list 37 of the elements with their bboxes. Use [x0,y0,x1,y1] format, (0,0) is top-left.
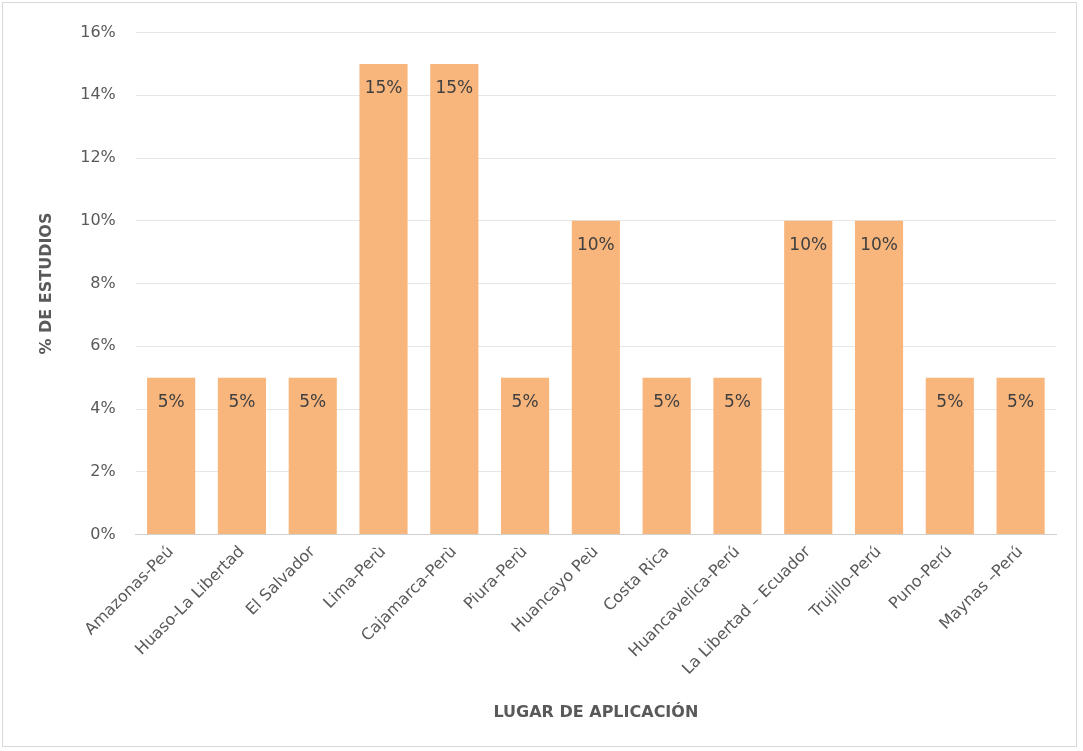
data-label: 5% [157,390,185,411]
bar [288,377,337,535]
bar [359,63,408,535]
y-tick-label: 14% [80,84,116,104]
bar [501,377,550,535]
data-label: 15% [364,76,403,97]
data-label: 10% [576,233,615,254]
bar [217,377,267,535]
bar [147,377,196,535]
y-tick-label: 4% [90,398,116,418]
x-axis-title: LUGAR DE APLICACIÓN [493,701,699,721]
bar [642,377,691,535]
data-label: 5% [653,390,681,411]
bar [925,377,974,535]
bar [713,377,762,535]
y-tick-label: 0% [90,523,116,543]
y-tick-label: 2% [90,460,116,480]
y-tick-label: 6% [90,335,116,355]
bar [784,220,833,535]
data-label: 5% [1007,390,1035,411]
data-label: 15% [435,76,474,97]
data-label: 10% [789,233,828,254]
data-label: 5% [511,390,539,411]
data-label: 5% [299,390,327,411]
bar [430,63,479,535]
bar [854,220,904,535]
bar [996,377,1045,535]
bar [571,220,620,535]
y-tick-label: 12% [80,147,116,167]
data-label: 5% [228,390,256,411]
y-tick-label: 8% [90,272,116,292]
y-axis-title: % DE ESTUDIOS [35,212,55,355]
data-label: 5% [723,390,751,411]
data-label: 10% [860,233,898,254]
data-label: 5% [936,390,964,411]
y-tick-label: 16% [80,21,116,41]
y-tick-label: 10% [80,209,116,229]
